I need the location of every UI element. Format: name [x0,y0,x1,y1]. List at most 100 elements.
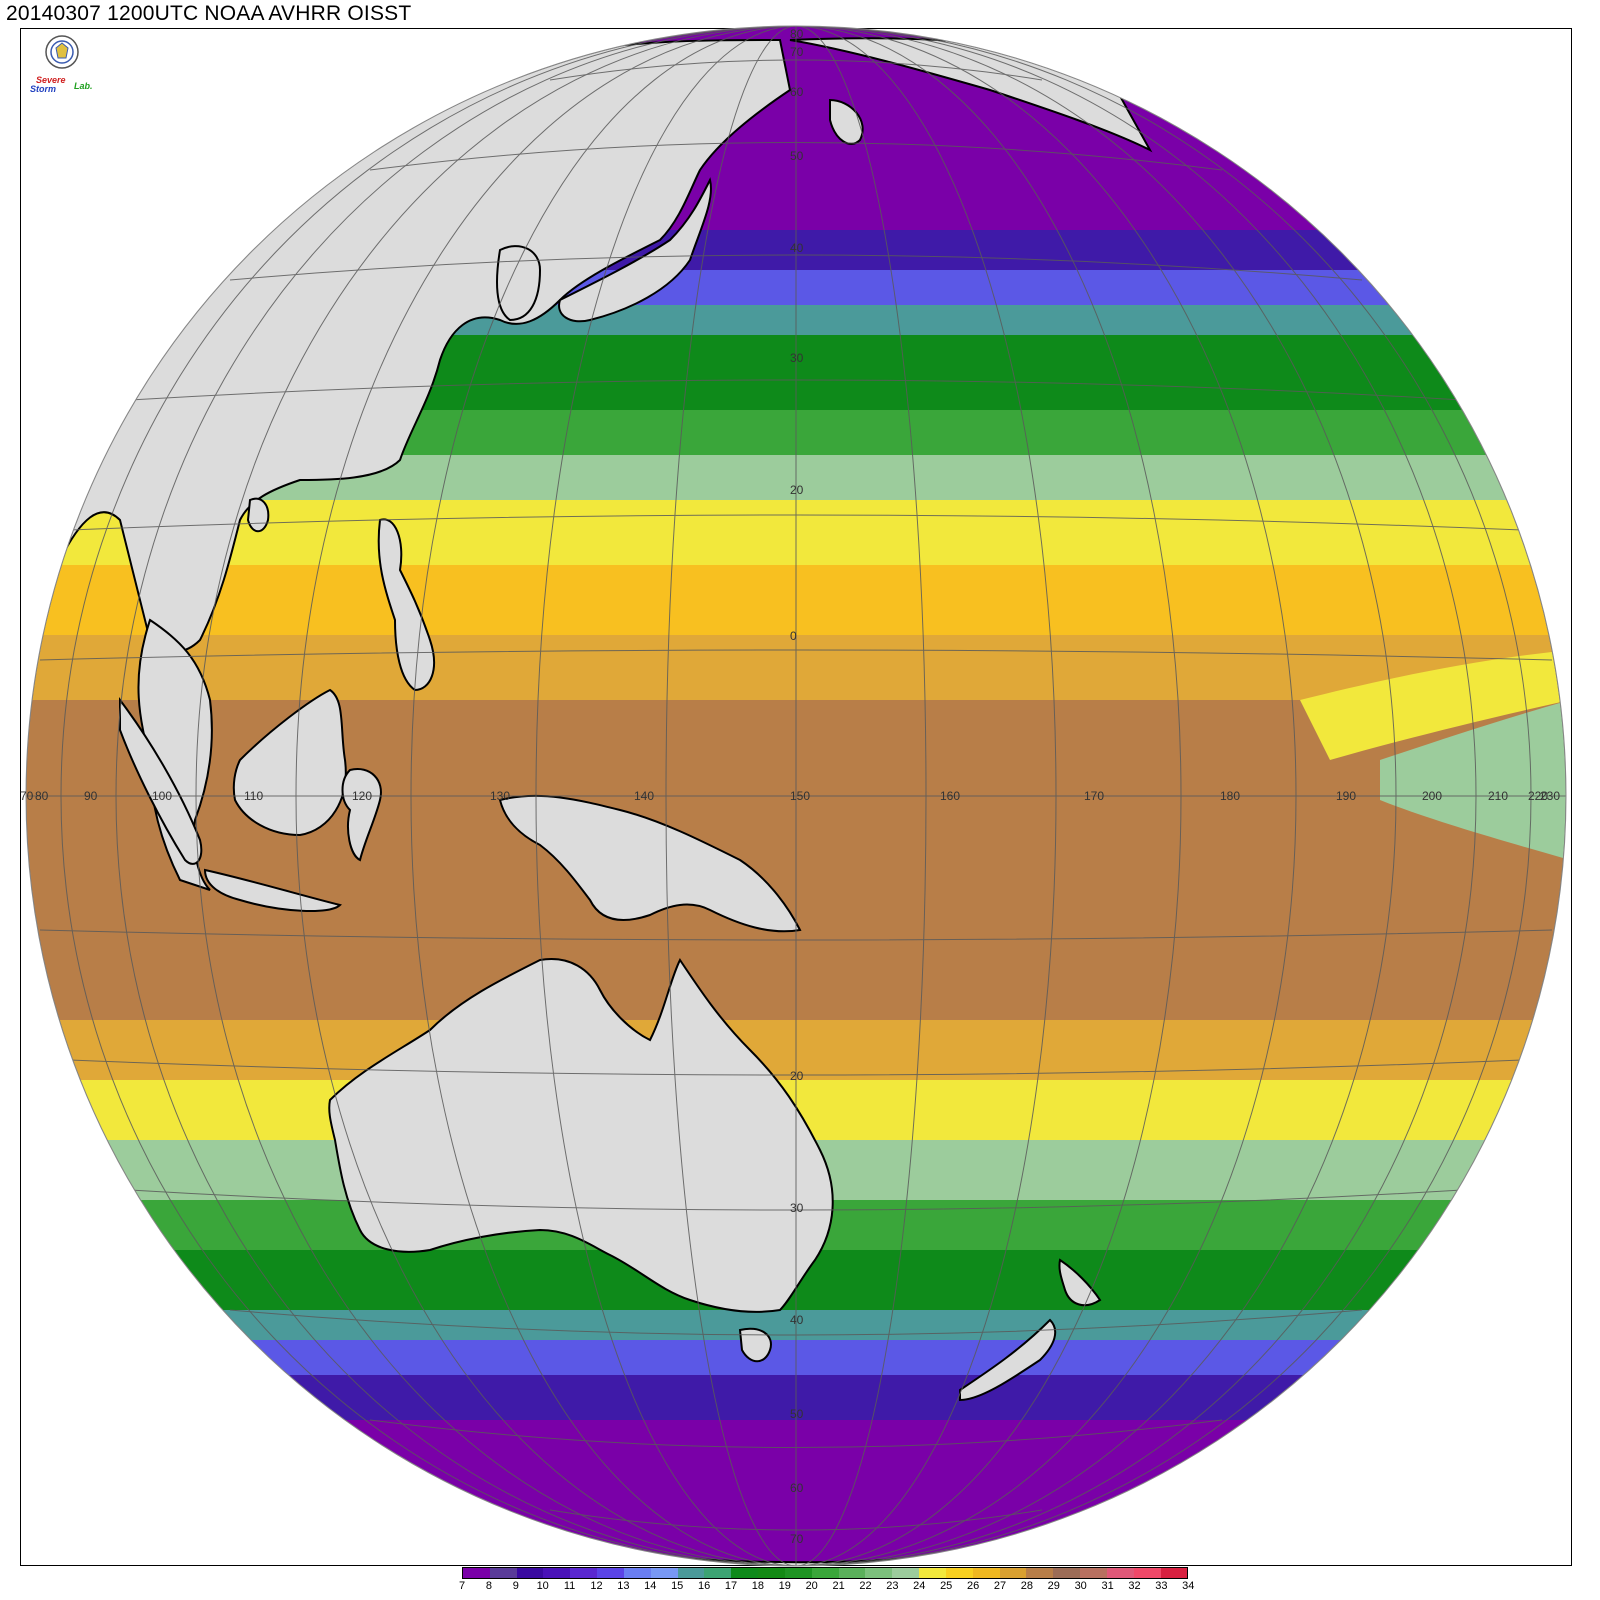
logo-text-storm: Storm [30,84,56,94]
colorbar-label: 16 [697,1580,711,1592]
colorbar-swatch [1026,1568,1054,1578]
colorbar-swatch [463,1568,490,1578]
korea-peninsula [496,245,542,322]
sst-east-tongue [1380,700,1566,860]
colorbar-label: 24 [913,1580,926,1592]
latitude-label: 50 [790,1407,804,1421]
latitude-label: 80 [790,27,804,41]
longitude-label: 150 [790,789,810,803]
colorbar-swatch [945,1568,973,1578]
tasmania-island [738,1327,772,1363]
latitude-label: 30 [790,1201,804,1215]
colorbar-label: 12 [590,1580,603,1592]
latitude-label: 40 [790,1313,804,1327]
borneo-island [232,688,347,837]
graticule [26,26,1566,1566]
colorbar-label: 26 [966,1580,980,1592]
colorbar-swatch [1133,1568,1161,1578]
longitude-label: 190 [1336,789,1356,803]
colorbar-swatch [972,1568,1000,1578]
colorbar-label: 31 [1101,1580,1114,1592]
japan-islands [558,177,712,323]
colorbar-label: 13 [617,1580,630,1592]
philippines-islands [377,518,435,692]
colorbar-label: 23 [886,1580,899,1592]
colorbar-label: 17 [724,1580,738,1592]
colorbar-swatch [731,1568,759,1578]
colorbar-swatch [650,1568,678,1578]
new-guinea-island [498,794,802,933]
colorbar-swatch [919,1568,946,1578]
latitude-label: 20 [790,1069,804,1083]
colorbar-label: 20 [805,1580,818,1592]
sulawesi-island [341,768,382,862]
asia-landmass [26,38,792,681]
colorbar-swatch [999,1568,1027,1578]
colorbar-label: 32 [1128,1580,1141,1592]
longitude-label: 120 [352,789,372,803]
latitude-label: 60 [790,85,804,99]
colorbar-label: 33 [1155,1580,1168,1592]
latitude-label: 70 [790,1532,804,1546]
colorbar-label: 10 [536,1580,549,1592]
colorbar-label: 28 [1020,1580,1034,1592]
colorbar-swatch [516,1568,544,1578]
colorbar-swatch [1160,1568,1188,1578]
longitude-label: 170 [1084,789,1104,803]
longitude-labels: 70 80 90 100 110 120 130 140 150 160 170 180 190 200 2… [20,789,1560,803]
colorbar-swatch [1080,1568,1107,1578]
colorbar-label: 22 [859,1580,872,1592]
latitude-label: 70 [790,45,804,59]
colorbar-swatch [570,1568,598,1578]
sst-east-tongue-yellow [1300,650,1566,760]
latitude-label: 0 [790,629,797,643]
longitude-label: 140 [634,789,654,803]
colorbar-swatch [623,1568,651,1578]
colorbar-label: 15 [671,1580,684,1592]
longitude-label: 80 [35,789,49,803]
taiwan-island [246,497,270,533]
colorbar-swatch [1053,1568,1081,1578]
colorbar-label: 7 [458,1580,466,1592]
colorbar-label: 18 [751,1580,765,1592]
longitude-label: 160 [940,789,960,803]
colorbar-label: 19 [778,1580,791,1592]
colorbar-swatch [784,1568,812,1578]
colorbar-swatch [892,1568,920,1578]
colorbar-swatch [758,1568,785,1578]
colorbar-swatch [1106,1568,1134,1578]
longitude-label: 70 [20,789,34,803]
sst-colorbar-labels: 7 8 9 10 11 12 13 14 15 16 17 18 19 20 21 22 23 24 25 26 27 2… [458,1580,1194,1594]
longitude-label: 100 [152,789,172,803]
longitude-label: 220 [1528,789,1548,803]
longitude-label: 230 [1540,789,1560,803]
colorbar-swatch [543,1568,571,1578]
latitude-label: 20 [790,483,804,497]
colorbar-label: 9 [512,1580,519,1592]
colorbar-label: 14 [644,1580,657,1592]
colorbar-label: 34 [1182,1580,1195,1592]
longitude-label: 130 [490,789,510,803]
australia-continent [328,958,834,1313]
colorbar-swatch [704,1568,732,1578]
colorbar-label: 27 [993,1580,1007,1592]
java-island [203,868,342,912]
latitude-label: 60 [790,1481,804,1495]
map-title: 20140307 1200UTC NOAA AVHRR OISST [6,2,412,25]
longitude-label: 90 [84,789,98,803]
latitude-label: 40 [790,241,804,255]
longitude-label: 200 [1422,789,1442,803]
colorbar-swatch [489,1568,517,1578]
logo-text-severe: Severe [36,75,66,85]
globe-outline [25,25,1567,1567]
longitude-label: 110 [244,789,263,803]
colorbar-label: 30 [1074,1580,1087,1592]
colorbar-label: 21 [832,1580,845,1592]
colorbar-label: 11 [563,1580,576,1592]
logo-text-lab: Lab. [74,81,93,91]
colorbar-swatch [597,1568,624,1578]
colorbar-label: 25 [940,1580,953,1592]
institution-seal-icon [45,35,79,69]
severe-storm-lab-logo: Severe Storm Lab. [30,35,93,94]
